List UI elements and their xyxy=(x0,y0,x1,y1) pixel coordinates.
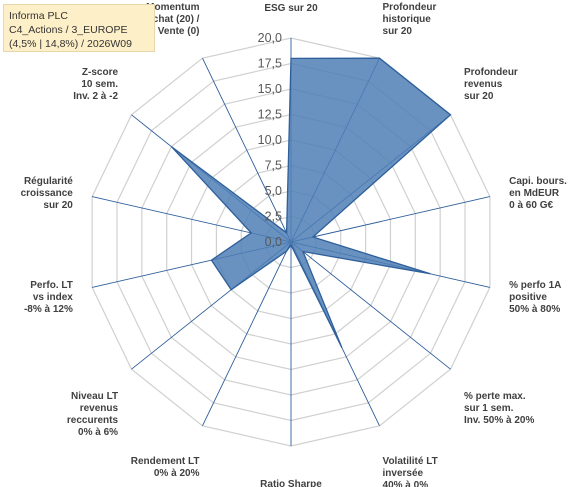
axis-label-line: 0% à 6% xyxy=(78,427,118,438)
axis-label-line: sur 20 xyxy=(383,26,413,37)
axis-label-13: Z-score 10 sem. Inv. 2 à -2 xyxy=(73,67,118,102)
axis-label-line: Volatilité LT xyxy=(383,456,438,467)
axis-label-line: inversée xyxy=(383,468,424,479)
axis-label-line: sur 1 sem. xyxy=(464,403,514,414)
axis-label-2: Profondeur historique sur 20 xyxy=(383,2,437,37)
axis-label-line: 10 sem. xyxy=(81,79,118,90)
axis-label-11: Perfo. LT vs index -8% à 12% xyxy=(24,280,73,315)
axis-label-line: Perfo. LT xyxy=(30,280,73,291)
axis-label-line: croissance xyxy=(21,188,74,199)
axis-label-line: Rendement LT xyxy=(131,456,200,467)
radar-series xyxy=(170,57,452,348)
axis-label-line: Régularité xyxy=(24,176,73,187)
tick-label: 5,0 xyxy=(265,184,282,198)
axis-label-line: sur 20 xyxy=(43,200,73,211)
axis-label-line: Momentum xyxy=(146,2,199,13)
axis-label-line: -8% à 12% xyxy=(24,304,73,315)
axis-label-12: Régularité croissance sur 20 xyxy=(21,176,74,211)
axis-label-line: en MdEUR xyxy=(509,188,560,199)
chart-title-line-1: Informa PLC xyxy=(9,10,68,22)
series-area-1 xyxy=(170,57,452,348)
tick-label: 7,5 xyxy=(265,159,282,173)
chart-title-line-2: C4_Actions / 3_EUROPE xyxy=(9,24,128,36)
axis-label-line: Achat (20) / xyxy=(146,14,200,25)
tick-label: 0,0 xyxy=(265,235,282,249)
axis-label-3: Profondeur revenus sur 20 xyxy=(464,67,518,102)
axis-label-line: positive xyxy=(509,292,547,303)
axis-label-9: Rendement LT 0% à 20% xyxy=(131,456,200,479)
axis-label-6: % perte max. sur 1 sem. Inv. 50% à 20% xyxy=(464,391,535,426)
axis-label-line: sur 20 xyxy=(464,91,494,102)
axis-label-line: revenus xyxy=(80,403,119,414)
axis-label-line: Ratio Sharpe xyxy=(260,479,322,487)
tick-label: 17,5 xyxy=(258,57,282,71)
axis-label-line: Niveau LT xyxy=(71,391,118,402)
axis-label-4: Capi. bours. en MdEUR 0 à 60 G€ xyxy=(509,176,567,211)
axis-label-line: Inv. 2 à -2 xyxy=(73,91,118,102)
axis-label-line: Inv. 50% à 20% xyxy=(464,415,535,426)
axis-spoke-6 xyxy=(290,241,451,370)
axis-label-line: % perte max. xyxy=(464,391,526,402)
axis-label-line: % perfo 1A xyxy=(509,280,561,291)
axis-label-line: 0 à 60 G€ xyxy=(509,200,553,211)
axis-label-line: ESG sur 20 xyxy=(264,3,318,14)
axis-label-line: 40% à 0% xyxy=(383,480,429,487)
axis-label-10: Niveau LT revenus reccurents 0% à 6% xyxy=(67,391,119,438)
axis-label-line: Capi. bours. xyxy=(509,176,567,187)
axis-label-line: Profondeur xyxy=(464,67,518,78)
tick-label: 20,0 xyxy=(258,31,282,45)
axis-label-1: NoteESG sur 20 xyxy=(264,0,318,14)
chart-title-box: Informa PLC C4_Actions / 3_EUROPE (4,5% … xyxy=(3,4,155,52)
axis-label-line: vs index xyxy=(33,292,73,303)
tick-label: 2,5 xyxy=(265,210,282,224)
axis-spoke-9 xyxy=(202,241,292,426)
axis-label-line: 50% à 80% xyxy=(509,304,560,315)
axis-label-line: Note xyxy=(280,0,303,2)
axis-label-line: reccurents xyxy=(67,415,119,426)
tick-label: 12,5 xyxy=(258,108,282,122)
axis-label-line: Z-score xyxy=(82,67,119,78)
axis-spoke-14 xyxy=(202,58,292,243)
tick-label: 15,0 xyxy=(258,82,282,96)
axis-label-14: Momentum Achat (20) / Vente (0) xyxy=(146,2,200,37)
chart-title-line-3: (4,5% | 14,8%) / 2026W09 xyxy=(9,38,132,50)
axis-label-line: historique xyxy=(383,14,432,25)
axis-spoke-4 xyxy=(290,196,490,243)
axis-label-line: 0% à 20% xyxy=(154,468,200,479)
axis-label-8: Ratio Sharpe0 à 1 xyxy=(260,479,322,487)
axis-label-7: Volatilité LT inversée 40% à 0% xyxy=(383,456,438,487)
tick-label: 10,0 xyxy=(258,133,282,147)
axis-label-line: Vente (0) xyxy=(158,26,200,37)
axis-label-line: revenus xyxy=(464,79,503,90)
axis-label-5: % perfo 1A positive 50% à 80% xyxy=(509,280,561,315)
radar-tick-labels: 0,0 2,5 5,0 7,5 10,0 12,5 15,0 17,5 20,0 xyxy=(258,31,282,249)
axis-label-line: Profondeur xyxy=(383,2,437,13)
